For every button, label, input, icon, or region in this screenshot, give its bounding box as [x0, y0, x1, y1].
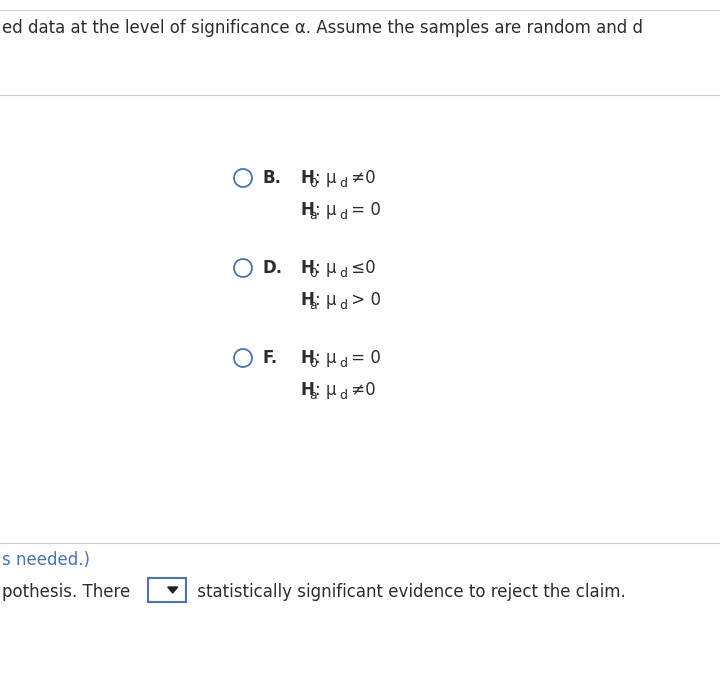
- Text: : μ: : μ: [315, 259, 336, 277]
- Text: d: d: [339, 388, 347, 401]
- Text: d: d: [339, 266, 347, 279]
- Text: a: a: [309, 208, 317, 221]
- Text: > 0: > 0: [346, 291, 381, 309]
- Text: d: d: [339, 299, 347, 312]
- Text: 0: 0: [309, 177, 317, 190]
- Text: H: H: [300, 291, 314, 309]
- Text: : μ: : μ: [315, 201, 336, 219]
- Text: d: d: [339, 177, 347, 190]
- Text: : μ: : μ: [315, 169, 336, 187]
- Text: d: d: [339, 208, 347, 221]
- Text: 0: 0: [309, 356, 317, 369]
- Text: pothesis. There: pothesis. There: [2, 583, 130, 601]
- Text: a: a: [309, 299, 317, 312]
- Text: = 0: = 0: [346, 349, 381, 367]
- Text: ed data at the level of significance α. Assume the samples are random and d: ed data at the level of significance α. …: [2, 19, 643, 37]
- Text: : μ: : μ: [315, 291, 336, 309]
- Text: H: H: [300, 201, 314, 219]
- Text: H: H: [300, 381, 314, 399]
- Text: ≤0: ≤0: [346, 259, 376, 277]
- Text: ≠0: ≠0: [346, 381, 376, 399]
- Text: B.: B.: [263, 169, 282, 187]
- Text: H: H: [300, 349, 314, 367]
- Text: 0: 0: [309, 266, 317, 279]
- Text: H: H: [300, 259, 314, 277]
- Text: ≠0: ≠0: [346, 169, 376, 187]
- Text: d: d: [339, 356, 347, 369]
- Text: s needed.): s needed.): [2, 551, 90, 569]
- Bar: [148, 578, 186, 602]
- Text: D.: D.: [263, 259, 283, 277]
- Polygon shape: [168, 587, 178, 593]
- Text: : μ: : μ: [315, 381, 336, 399]
- Text: : μ: : μ: [315, 349, 336, 367]
- Text: H: H: [300, 169, 314, 187]
- Text: statistically significant evidence to reject the claim.: statistically significant evidence to re…: [192, 583, 626, 601]
- Text: F.: F.: [263, 349, 278, 367]
- Text: = 0: = 0: [346, 201, 381, 219]
- Text: a: a: [309, 388, 317, 401]
